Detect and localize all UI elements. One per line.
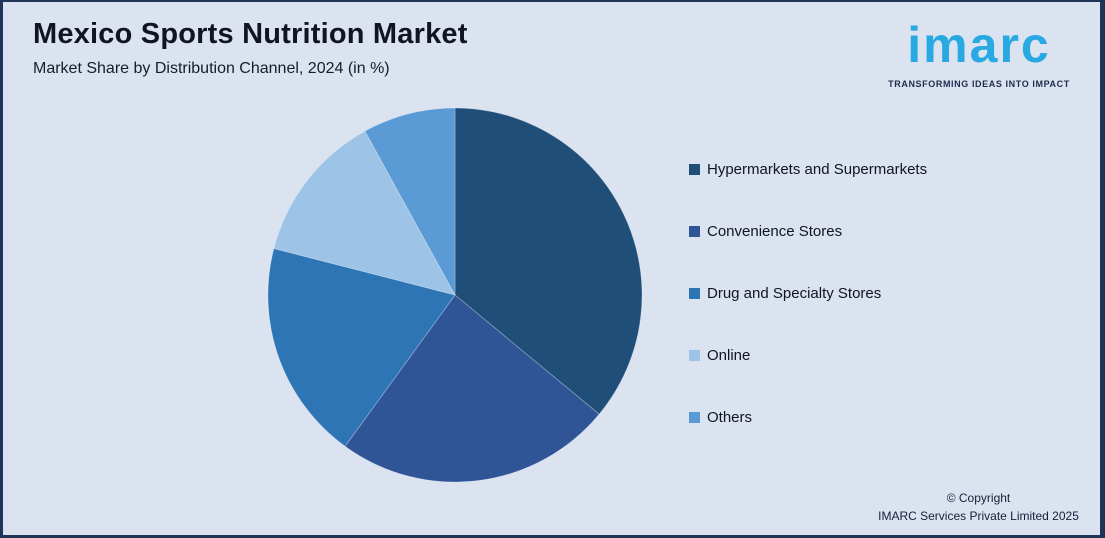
legend-label: Online bbox=[707, 346, 751, 364]
imarc-logo-tagline: TRANSFORMING IDEAS INTO IMPACT bbox=[888, 79, 1070, 89]
legend-swatch-icon bbox=[689, 163, 700, 175]
pie-slice-3 bbox=[273, 130, 456, 296]
pie-slice-4 bbox=[364, 107, 456, 296]
copyright-line-2: IMARC Services Private Limited 2025 bbox=[878, 509, 1079, 523]
legend-item: Convenience Stores bbox=[689, 221, 927, 241]
chart-subtitle: Market Share by Distribution Channel, 20… bbox=[33, 60, 390, 77]
pie-slice-1 bbox=[344, 294, 600, 483]
legend-item: Online bbox=[689, 345, 927, 365]
legend-label: Drug and Specialty Stores bbox=[707, 284, 882, 302]
legend-item: Others bbox=[689, 407, 927, 427]
pie-slice-0 bbox=[454, 107, 643, 415]
legend-item: Drug and Specialty Stores bbox=[689, 283, 927, 303]
chart-title: Mexico Sports Nutrition Market bbox=[33, 18, 468, 50]
header: Mexico Sports Nutrition Market Market Sh… bbox=[33, 18, 468, 78]
legend: Hypermarkets and Supermarkets Convenienc… bbox=[689, 159, 927, 469]
legend-swatch-icon bbox=[689, 287, 700, 299]
copyright-line-1: © Copyright bbox=[946, 491, 1011, 505]
legend-swatch-icon bbox=[689, 349, 700, 361]
legend-label: Others bbox=[707, 408, 753, 426]
copyright-notice: © Copyright IMARC Services Private Limit… bbox=[871, 489, 1086, 525]
pie-slice-2 bbox=[267, 248, 456, 447]
legend-item: Hypermarkets and Supermarkets bbox=[689, 159, 927, 179]
legend-swatch-icon bbox=[689, 411, 700, 423]
legend-label: Convenience Stores bbox=[707, 222, 843, 240]
legend-swatch-icon bbox=[689, 225, 700, 237]
pie-chart bbox=[265, 105, 645, 485]
pie-chart-svg bbox=[267, 107, 643, 483]
legend-label: Hypermarkets and Supermarkets bbox=[707, 160, 928, 178]
imarc-logo-wordmark: imarc bbox=[907, 17, 1051, 73]
imarc-logo: imarc TRANSFORMING IDEAS INTO IMPACT bbox=[870, 8, 1088, 89]
